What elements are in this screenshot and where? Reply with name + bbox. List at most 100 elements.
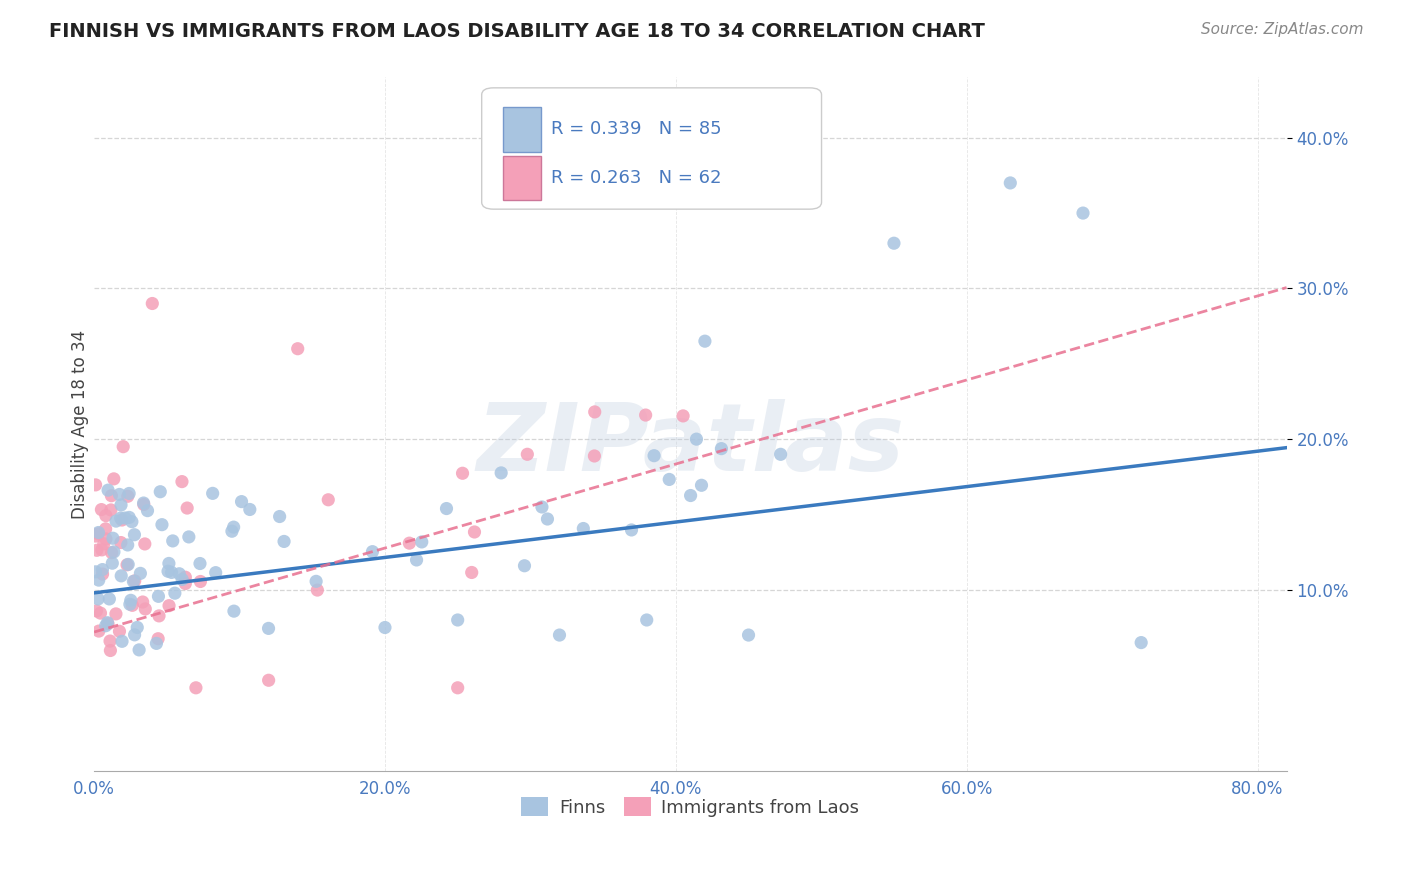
Point (94, 508, 117, 523)
Point (451, 467, 474, 481)
FancyBboxPatch shape (503, 107, 541, 152)
Point (93, 537, 115, 551)
Point (269, 509, 291, 524)
Point (188, 557, 211, 571)
Point (150, 517, 173, 532)
Point (176, 501, 198, 516)
Point (132, 496, 155, 510)
Point (124, 527, 146, 541)
Point (737, 628, 759, 642)
Point (548, 628, 571, 642)
Point (118, 510, 141, 524)
Point (146, 632, 169, 646)
Point (1000, 176, 1022, 190)
Point (110, 535, 132, 549)
Point (489, 466, 512, 480)
Point (122, 574, 145, 589)
Point (110, 511, 132, 525)
Point (111, 513, 134, 527)
Point (583, 405, 606, 419)
Point (100, 643, 122, 657)
Point (87, 624, 110, 638)
Point (117, 489, 139, 503)
Point (114, 511, 136, 525)
Point (115, 558, 138, 572)
Point (84, 478, 107, 492)
Point (679, 489, 702, 503)
Point (132, 498, 155, 512)
Point (658, 472, 681, 486)
Point (201, 486, 224, 500)
Point (174, 570, 197, 584)
Point (172, 573, 194, 587)
Point (127, 620, 149, 634)
Point (87, 526, 110, 541)
Point (239, 502, 262, 516)
Point (398, 536, 420, 550)
Point (94, 522, 117, 536)
Point (222, 604, 245, 618)
Y-axis label: Disability Age 18 to 34: Disability Age 18 to 34 (72, 329, 89, 518)
Point (101, 531, 124, 545)
Point (221, 524, 243, 539)
Point (170, 475, 193, 489)
Point (121, 599, 143, 613)
Point (86, 543, 108, 558)
Point (108, 487, 131, 501)
Point (672, 409, 695, 423)
Point (103, 472, 125, 486)
Point (136, 503, 159, 517)
Point (174, 576, 197, 591)
Point (1130, 635, 1153, 649)
Point (883, 236, 905, 251)
Point (112, 440, 135, 454)
Point (643, 449, 665, 463)
Point (117, 558, 139, 572)
Point (84, 565, 107, 579)
Point (516, 447, 538, 461)
Point (162, 533, 184, 548)
Point (411, 535, 433, 549)
Point (769, 447, 792, 461)
Point (100, 546, 122, 560)
Point (110, 569, 132, 583)
Point (111, 634, 134, 648)
Point (86, 604, 108, 618)
Point (148, 608, 170, 623)
Text: ZIPatlas: ZIPatlas (477, 399, 904, 491)
Point (120, 593, 142, 607)
Point (84, 529, 107, 543)
Point (94, 532, 117, 546)
Point (94, 618, 117, 632)
Point (100, 503, 122, 517)
Point (190, 574, 212, 589)
Text: FINNISH VS IMMIGRANTS FROM LAOS DISABILITY AGE 18 TO 34 CORRELATION CHART: FINNISH VS IMMIGRANTS FROM LAOS DISABILI… (49, 22, 986, 41)
Point (97, 616, 120, 631)
Point (90, 542, 112, 557)
Point (169, 566, 191, 581)
Point (91, 563, 114, 577)
Point (463, 524, 485, 539)
Point (141, 296, 163, 310)
Point (690, 478, 713, 492)
Point (620, 523, 643, 537)
Point (160, 566, 183, 580)
Point (157, 564, 180, 578)
Text: R = 0.339   N = 85: R = 0.339 N = 85 (551, 120, 721, 138)
FancyBboxPatch shape (482, 87, 821, 209)
Point (374, 620, 396, 634)
Point (157, 557, 180, 571)
Point (87, 591, 110, 606)
Legend: Finns, Immigrants from Laos: Finns, Immigrants from Laos (515, 790, 866, 824)
Point (536, 512, 558, 526)
Point (121, 515, 143, 529)
Point (97, 483, 120, 498)
Point (89, 606, 111, 620)
Point (149, 484, 172, 499)
Point (305, 574, 328, 589)
Point (513, 558, 536, 573)
Point (96, 615, 118, 630)
Point (90, 502, 112, 516)
Point (184, 681, 207, 695)
FancyBboxPatch shape (503, 156, 541, 200)
